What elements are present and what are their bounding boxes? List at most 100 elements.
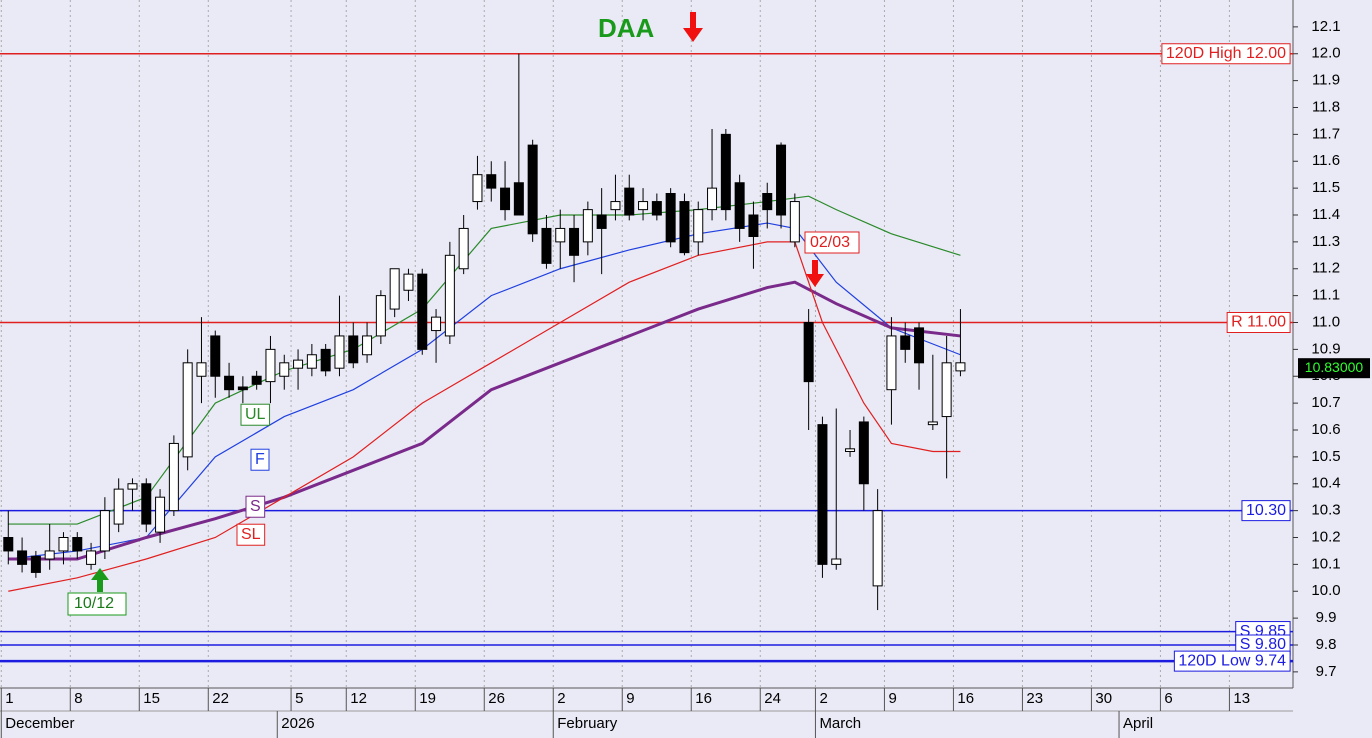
candle-body: [86, 550, 97, 565]
series-label: F: [255, 451, 265, 468]
candle-body: [555, 227, 566, 243]
y-tick-label: 10.1: [1311, 555, 1340, 572]
candle-body: [72, 537, 83, 552]
candle-body: [941, 362, 952, 418]
y-tick-label: 11.8: [1312, 98, 1340, 115]
y-tick-label: 11.3: [1312, 233, 1340, 250]
x-tick-label: 9: [888, 690, 896, 707]
candle-body: [458, 227, 469, 270]
candle-body: [665, 193, 676, 243]
y-tick-label: 11.7: [1312, 125, 1340, 142]
candle-body: [845, 448, 856, 452]
candle-body: [237, 386, 248, 391]
y-tick-label: 9.7: [1316, 663, 1337, 680]
candle-body: [127, 483, 138, 490]
level-label: 120D High 12.00: [1166, 45, 1286, 62]
candle-body: [927, 421, 938, 426]
month-label: February: [557, 715, 618, 732]
plot-area: [0, 0, 1293, 688]
series-label: SL: [241, 526, 261, 543]
series-label: S: [250, 498, 261, 515]
candle-body: [831, 558, 842, 565]
candle-body: [900, 335, 911, 350]
label-box: [1226, 312, 1291, 333]
label-box: [1161, 43, 1291, 65]
y-tick-label: 11.5: [1312, 179, 1340, 196]
last-price-label: 10.83000: [1305, 359, 1364, 375]
y-tick-label: 9.9: [1316, 609, 1337, 626]
candle-body: [3, 537, 14, 552]
candle-body: [265, 348, 276, 383]
y-tick-label: 10.0: [1311, 582, 1340, 599]
x-tick-label: 13: [1233, 690, 1250, 707]
label-box: [804, 231, 860, 254]
candle-body: [651, 201, 662, 216]
candle-body: [872, 510, 883, 587]
candle-body: [375, 295, 386, 337]
candle-body: [431, 316, 442, 332]
down-arrow: [683, 12, 703, 42]
candle-body: [334, 335, 345, 369]
label-box: [245, 495, 266, 518]
x-tick-label: 24: [764, 690, 781, 707]
x-tick-label: 1: [5, 690, 13, 707]
candle-body: [417, 273, 428, 350]
candle-body: [210, 335, 221, 377]
month-label: 2026: [281, 715, 314, 732]
series-label: UL: [245, 406, 266, 423]
date-axis: [0, 688, 1293, 738]
candle-body: [472, 174, 483, 203]
level-label: R 11.00: [1231, 314, 1286, 331]
y-tick-label: 9.8: [1316, 636, 1337, 653]
label-box: [1241, 500, 1291, 522]
candle-body: [141, 483, 152, 525]
x-tick-label: 6: [1164, 690, 1172, 707]
candle-body: [720, 133, 731, 211]
buy-date: 10/12: [74, 595, 114, 612]
candle-body: [293, 359, 304, 369]
label-box: [67, 592, 127, 616]
x-tick-label: 5: [295, 690, 303, 707]
y-tick-label: 12.1: [1311, 18, 1340, 35]
label-box: [236, 523, 266, 546]
x-tick-label: 22: [212, 690, 229, 707]
x-tick-label: 12: [350, 690, 367, 707]
candle-body: [817, 424, 828, 565]
candle-body: [224, 375, 235, 391]
x-tick-label: 8: [74, 690, 82, 707]
candle-body: [707, 187, 718, 211]
candle-body: [113, 488, 124, 525]
candle-body: [914, 327, 925, 364]
y-tick-label: 11.6: [1312, 152, 1340, 169]
y-tick-label: 11.4: [1312, 206, 1340, 223]
indicator-line: [8, 280, 961, 561]
candle-body: [486, 174, 497, 189]
candle-body: [306, 354, 317, 369]
month-label: April: [1123, 715, 1153, 732]
level-label: 10.30: [1246, 502, 1286, 519]
x-tick-label: 2: [819, 690, 827, 707]
candle-body: [858, 421, 869, 485]
candle-body: [513, 182, 524, 216]
x-tick-label: 19: [419, 690, 436, 707]
down-arrow: [806, 260, 824, 287]
y-tick-label: 11.9: [1312, 72, 1340, 89]
candle-body: [58, 537, 69, 552]
month-label: December: [5, 715, 74, 732]
candle-body: [182, 362, 193, 458]
candle-body: [734, 182, 745, 229]
candle-body: [17, 550, 28, 565]
candle-body: [348, 335, 359, 364]
label-box: [1173, 650, 1291, 672]
label-box: [250, 448, 270, 471]
y-tick-label: 11.2: [1312, 260, 1340, 277]
y-tick-label: 10.2: [1311, 528, 1340, 545]
candle-body: [251, 375, 262, 385]
candle-body: [99, 510, 110, 552]
candle-body: [638, 201, 649, 211]
candle-body: [196, 362, 207, 377]
candle-body: [955, 362, 966, 372]
x-tick-label: 23: [1026, 690, 1043, 707]
candle-body: [44, 550, 55, 560]
